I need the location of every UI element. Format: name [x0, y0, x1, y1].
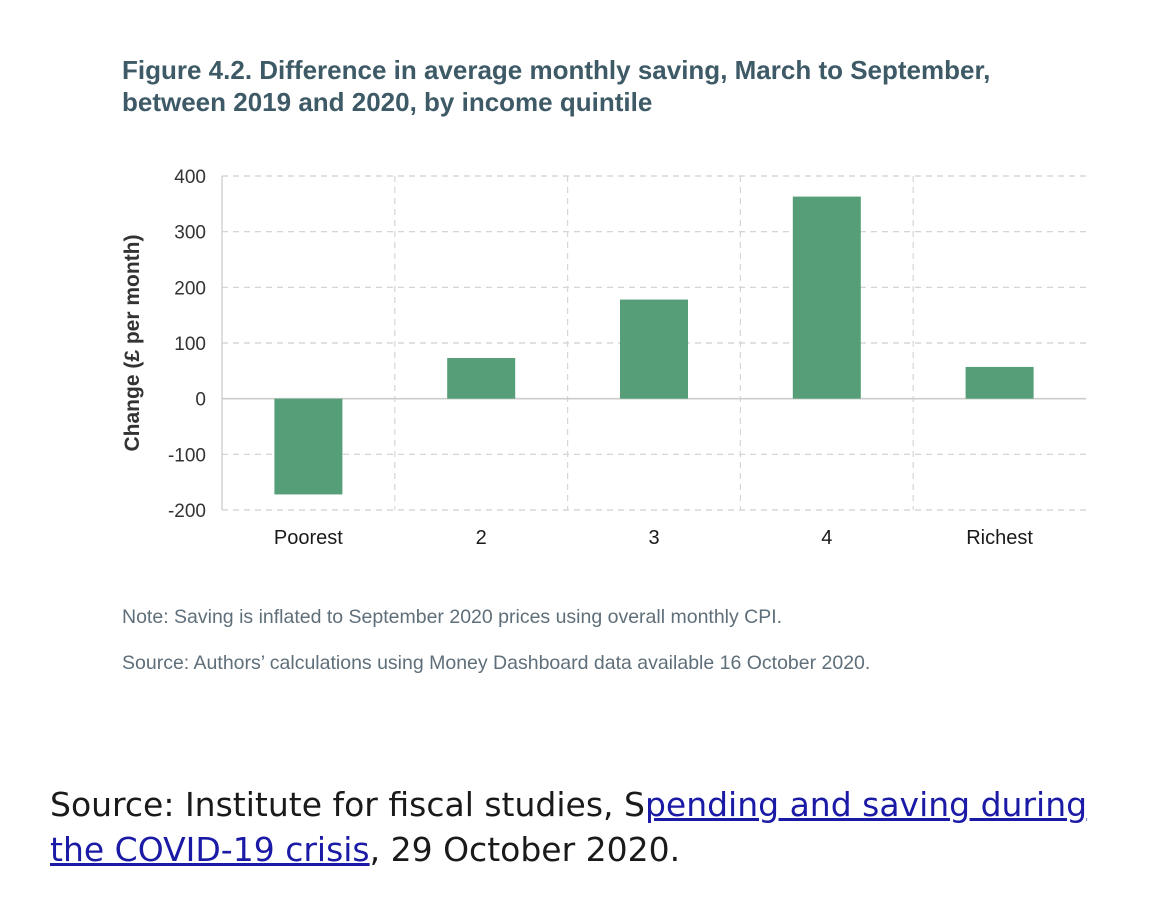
tick-labels: 400 300 200 100 0 -100 -200 Poorest 2 3 4 Richest — [168, 167, 1033, 549]
gridlines — [222, 175, 1086, 511]
bar-2 — [447, 358, 516, 399]
chart-title-line-2: between 2019 and 2020, by income quintil… — [122, 87, 653, 117]
y-tick-label: 100 — [174, 334, 206, 355]
x-tick-label: 3 — [648, 527, 659, 549]
chart-title-line-1: Figure 4.2. Difference in average monthl… — [122, 55, 991, 85]
bar-3 — [620, 299, 688, 399]
y-tick-label: -200 — [168, 501, 206, 522]
attribution-suffix: , 29 October 2020. — [369, 830, 681, 869]
y-tick-label: 400 — [174, 167, 206, 188]
figure-note: Note: Saving is inflated to September 20… — [122, 606, 783, 628]
y-tick-label: -100 — [168, 445, 206, 466]
x-tick-label: Poorest — [274, 527, 343, 549]
x-tick-label: 4 — [821, 527, 832, 549]
y-tick-label: 300 — [174, 223, 206, 244]
report-link[interactable]: pending and saving during the COVID-19 c… — [50, 785, 1088, 869]
x-tick-label: Richest — [966, 527, 1033, 549]
x-tick-label: 2 — [476, 527, 487, 549]
y-tick-label: 0 — [195, 390, 206, 411]
attribution: Source: Institute for fiscal studies, Sp… — [50, 782, 1130, 872]
bars — [274, 196, 1034, 495]
chart-title: Figure 4.2. Difference in average monthl… — [122, 54, 1122, 118]
bar-chart: 400 300 200 100 0 -100 -200 Poorest 2 3 4 Richest C… — [121, 167, 1086, 549]
attribution-prefix: Source: Institute for fiscal studies, S — [50, 785, 645, 824]
y-tick-label: 200 — [174, 278, 206, 299]
y-axis-label: Change (£ per month) — [121, 234, 144, 451]
figure-source: Source: Authors’ calculations using Mone… — [122, 652, 871, 674]
bar-poorest — [274, 398, 343, 495]
bar-richest — [965, 366, 1034, 399]
bar-4 — [792, 196, 861, 399]
